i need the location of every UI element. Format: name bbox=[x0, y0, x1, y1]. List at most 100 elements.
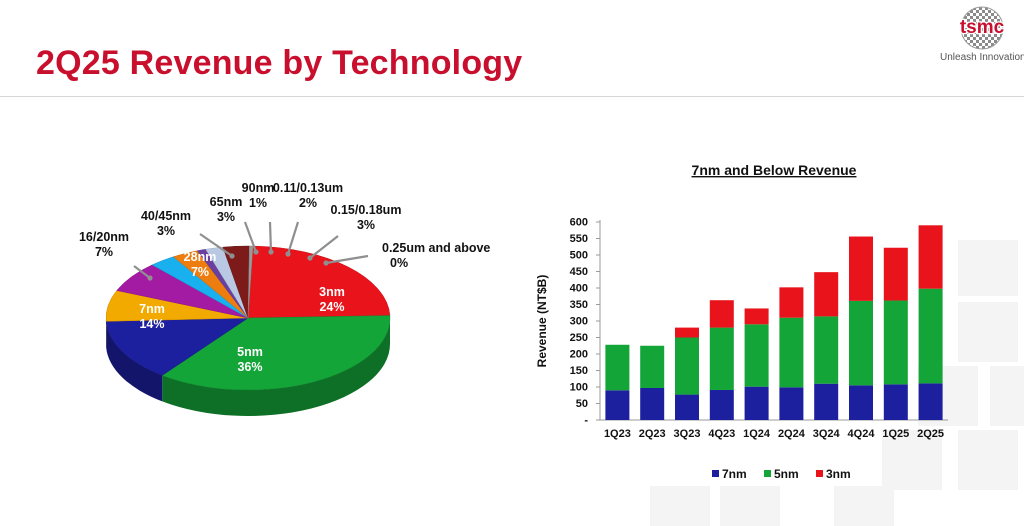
pie-label-65nm: 65nm bbox=[210, 195, 243, 209]
y-tick-labels: - 50 100 150 200 250 300 350 400 450 500 550 600 bbox=[570, 217, 600, 427]
bar-7nm-4Q24 bbox=[849, 385, 873, 420]
bar-chart-title: 7nm and Below Revenue bbox=[692, 162, 857, 178]
bar-3nm-3Q24 bbox=[814, 272, 839, 317]
pie-pct-16-20nm: 7% bbox=[95, 245, 113, 259]
legend-swatch-3nm bbox=[816, 470, 823, 477]
legend-swatch-5nm bbox=[764, 470, 771, 477]
pie-slice-7nm bbox=[105, 317, 249, 376]
pie-pct-28nm: 7% bbox=[191, 265, 209, 279]
pie-label-40-45nm: 40/45nm bbox=[141, 209, 191, 223]
pie-pct-0-11-0-13um: 2% bbox=[299, 196, 317, 210]
legend-swatch-7nm bbox=[712, 470, 719, 477]
leader-dot-65nm bbox=[253, 249, 259, 255]
x-tick-label-4Q23: 4Q23 bbox=[708, 428, 735, 440]
y-tick-label: 400 bbox=[570, 283, 588, 295]
pie-label-28nm: 28nm bbox=[184, 250, 217, 264]
x-tick-label-2Q24: 2Q24 bbox=[778, 428, 806, 440]
y-tick-label: 550 bbox=[570, 233, 588, 245]
bar-3nm-4Q24 bbox=[849, 236, 873, 301]
page-title: 2Q25 Revenue by Technology bbox=[36, 44, 523, 82]
pie-label-3nm: 3nm bbox=[319, 285, 345, 299]
x-tick-label-3Q23: 3Q23 bbox=[674, 428, 701, 440]
leader-line-16-20nm bbox=[133, 265, 151, 279]
bar-5nm-2Q24 bbox=[779, 317, 804, 388]
tagline: Unleash Innovation bbox=[940, 52, 1024, 63]
pie-side-5nm bbox=[162, 318, 390, 416]
pie-label-5nm: 5nm bbox=[237, 345, 263, 359]
bar-5nm-4Q23 bbox=[709, 327, 734, 390]
bar-7nm-4Q23 bbox=[709, 389, 734, 420]
y-tick-label: 250 bbox=[570, 332, 588, 344]
pie-pct-0-15-0-18um: 3% bbox=[357, 218, 375, 232]
leader-dot-40-45nm bbox=[229, 253, 235, 259]
bar-7nm-2Q25 bbox=[918, 383, 943, 420]
pie-pct-65nm: 3% bbox=[217, 210, 235, 224]
legend-label-3nm: 3nm bbox=[826, 467, 851, 481]
y-axis-label: Revenue (NT$B) bbox=[535, 275, 549, 368]
leader-line-65nm bbox=[243, 221, 258, 253]
y-tick-label: 100 bbox=[570, 382, 588, 394]
x-tick-label-3Q24: 3Q24 bbox=[813, 428, 841, 440]
pie-top bbox=[105, 245, 391, 391]
bar-5nm-1Q25 bbox=[883, 300, 908, 385]
pie-label-90nm: 90nm bbox=[242, 181, 275, 195]
bar-legend: 7nm 5nm 3nm bbox=[712, 467, 851, 481]
pie-label-16-20nm: 16/20nm bbox=[79, 230, 129, 244]
x-tick-label-2Q25: 2Q25 bbox=[917, 428, 944, 440]
y-tick-label: 150 bbox=[570, 365, 588, 377]
x-tick-label-1Q23: 1Q23 bbox=[604, 428, 631, 440]
bar-5nm-2Q25 bbox=[918, 288, 943, 384]
leader-line-90nm bbox=[268, 221, 273, 253]
pie-pct-90nm: 1% bbox=[249, 196, 267, 210]
bar-7nm-3Q23 bbox=[675, 394, 699, 420]
tsmc-logo: tsmc bbox=[959, 6, 1006, 50]
bar-7nm-1Q23 bbox=[605, 390, 630, 420]
pie-pct-40-45nm: 3% bbox=[157, 224, 175, 238]
7nm-and-below-revenue-bar-chart: 7nm and Below Revenue - 50 100 150 200 250 300 3… bbox=[535, 162, 948, 481]
bar-7nm-3Q24 bbox=[814, 383, 839, 420]
bar-3nm-1Q25 bbox=[883, 247, 908, 301]
x-tick-label-1Q25: 1Q25 bbox=[882, 428, 909, 440]
bar-7nm-2Q24 bbox=[779, 387, 804, 420]
y-tick-label: - bbox=[584, 415, 588, 427]
y-tick-label: 350 bbox=[570, 299, 588, 311]
pie-pct-7nm: 14% bbox=[139, 317, 164, 331]
legend-label-7nm: 7nm bbox=[722, 467, 747, 481]
pie-label-0-15-0-18um: 0.15/0.18um bbox=[331, 203, 402, 217]
leader-line-40-45nm bbox=[199, 233, 233, 257]
leader-dot-0-11-0-13um bbox=[285, 251, 291, 257]
bar-3nm-1Q24 bbox=[744, 308, 769, 325]
leader-line-0-11-0-13um bbox=[286, 221, 300, 255]
leader-dot-16-20nm bbox=[147, 275, 153, 281]
y-tick-label: 200 bbox=[570, 349, 588, 361]
header-divider bbox=[0, 96, 1024, 97]
pie-pct-5nm: 36% bbox=[237, 360, 262, 374]
pie-pct-0-25um-and-above: 0% bbox=[390, 256, 408, 270]
leader-line-0-15-0-18um bbox=[309, 235, 339, 259]
bar-5nm-1Q24 bbox=[744, 324, 769, 387]
bar-3nm-4Q23 bbox=[709, 300, 734, 328]
pie-label-0-25um-and-above: 0.25um and above bbox=[382, 241, 490, 255]
x-tick-label-2Q23: 2Q23 bbox=[639, 428, 666, 440]
logo-text: tsmc bbox=[960, 17, 1005, 38]
x-tick-label-4Q24: 4Q24 bbox=[848, 428, 876, 440]
bar-7nm-1Q25 bbox=[883, 384, 908, 420]
pie-pct-3nm: 24% bbox=[319, 300, 344, 314]
legend-label-5nm: 5nm bbox=[774, 467, 799, 481]
y-tick-label: 450 bbox=[570, 266, 588, 278]
bar-5nm-2Q23 bbox=[640, 345, 665, 388]
bars bbox=[605, 225, 943, 420]
bar-7nm-2Q23 bbox=[640, 387, 665, 420]
y-tick-label: 500 bbox=[570, 250, 588, 262]
bar-3nm-2Q24 bbox=[779, 287, 804, 318]
leader-dot-0-15-0-18um bbox=[307, 255, 313, 261]
y-tick-label: 300 bbox=[570, 316, 588, 328]
x-tick-label-1Q24: 1Q24 bbox=[743, 428, 771, 440]
bar-5nm-3Q23 bbox=[675, 337, 699, 395]
y-tick-label: 50 bbox=[576, 398, 588, 410]
bar-5nm-4Q24 bbox=[849, 300, 873, 386]
pie-slice-5nm bbox=[161, 315, 391, 391]
leader-dot-0-25um-and-above bbox=[323, 260, 329, 266]
